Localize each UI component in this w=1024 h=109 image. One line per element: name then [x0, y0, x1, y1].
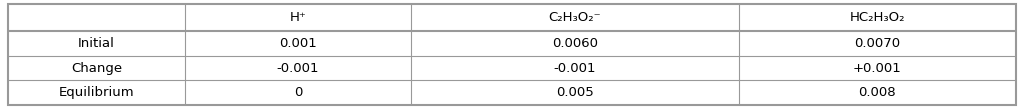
Text: -0.001: -0.001 [276, 62, 319, 75]
Text: Change: Change [71, 62, 122, 75]
Text: -0.001: -0.001 [554, 62, 596, 75]
Text: 0: 0 [294, 86, 302, 99]
Text: +0.001: +0.001 [853, 62, 902, 75]
Text: H⁺: H⁺ [290, 11, 306, 24]
Text: HC₂H₃O₂: HC₂H₃O₂ [850, 11, 905, 24]
Text: Equilibrium: Equilibrium [58, 86, 134, 99]
Text: 0.0070: 0.0070 [854, 37, 900, 50]
Text: 0.001: 0.001 [279, 37, 316, 50]
Text: C₂H₃O₂⁻: C₂H₃O₂⁻ [549, 11, 601, 24]
Text: 0.0060: 0.0060 [552, 37, 598, 50]
Text: 0.005: 0.005 [556, 86, 594, 99]
Text: Initial: Initial [78, 37, 115, 50]
Text: 0.008: 0.008 [858, 86, 896, 99]
